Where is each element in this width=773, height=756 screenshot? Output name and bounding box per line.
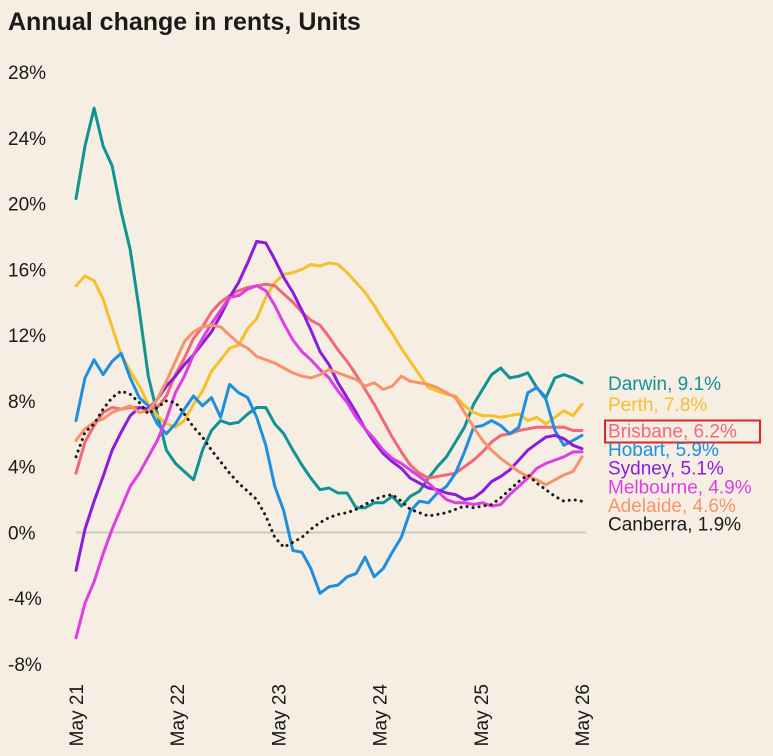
y-tick-label: -4%: [8, 589, 42, 610]
highlight-box: [604, 419, 761, 444]
y-tick-label: 8%: [8, 392, 36, 413]
x-tick-label: May 22: [168, 684, 189, 746]
x-tick-label: May 23: [269, 684, 290, 746]
y-tick-label: 0%: [8, 523, 36, 544]
series-line-melbourne: [74, 284, 584, 640]
y-tick-label: -8%: [8, 655, 42, 676]
end-label-brisbane: Brisbane, 6.2%: [608, 421, 737, 442]
x-tick-label: May 26: [573, 684, 594, 746]
y-tick-label: 4%: [8, 458, 36, 479]
y-tick-label: 28%: [8, 63, 46, 84]
y-tick-label: 24%: [8, 129, 46, 150]
end-label-hobart: Hobart, 5.9%: [608, 440, 719, 461]
series-line-perth: [74, 261, 584, 429]
end-label-perth: Perth, 7.8%: [608, 395, 707, 416]
series-line-canberra: [74, 389, 584, 549]
end-label-adelaide: Adelaide, 4.6%: [608, 496, 736, 517]
series-line-adelaide: [74, 323, 584, 487]
end-label-melbourne: Melbourne, 4.9%: [608, 477, 752, 498]
end-label-darwin: Darwin, 9.1%: [608, 374, 721, 395]
series-end-labels: Darwin, 9.1%Perth, 7.8% Brisbane, 6.2%Hob…: [608, 374, 752, 536]
series-lines: [74, 106, 584, 640]
y-tick-label: 16%: [8, 260, 46, 281]
end-label-sydney: Sydney, 5.1%: [608, 459, 724, 480]
x-tick-label: May 24: [371, 684, 392, 747]
x-tick-label: May 21: [67, 684, 88, 746]
y-axis-ticks: 28% 24% 20% 16% 12% 8% 4% 0% -4% -8%: [8, 63, 46, 676]
series-line-hobart: [74, 351, 584, 595]
x-tick-label: May 25: [472, 684, 493, 746]
y-tick-label: 20%: [8, 195, 46, 216]
y-tick-label: 12%: [8, 326, 46, 347]
end-label-canberra: Canberra, 1.9%: [608, 514, 741, 535]
chart-title: Annual change in rents, Units: [8, 8, 361, 36]
x-axis-ticks: May 21 May 22 May 23 May 24 May 25 May 26: [67, 684, 594, 747]
